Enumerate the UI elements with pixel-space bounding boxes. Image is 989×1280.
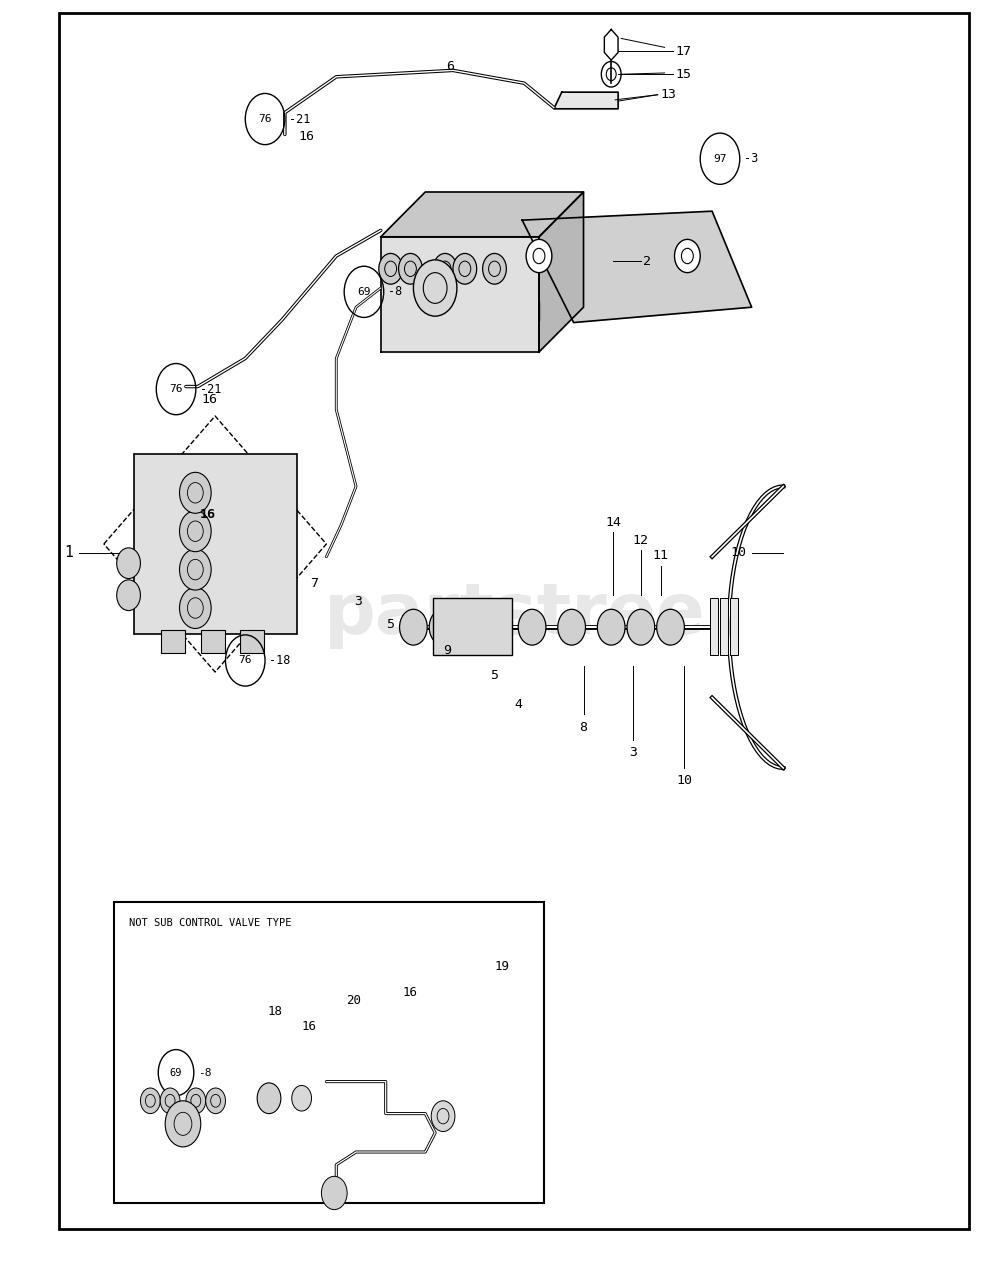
Text: -18: -18 [269,654,291,667]
Text: -3: -3 [744,152,758,165]
Circle shape [657,609,684,645]
Text: 16: 16 [299,131,315,143]
Polygon shape [554,92,618,109]
Circle shape [453,253,477,284]
Text: 8: 8 [580,721,587,733]
Text: 5: 5 [386,618,394,631]
Circle shape [399,253,422,284]
Polygon shape [232,1043,252,1165]
Polygon shape [522,211,752,323]
Circle shape [627,609,655,645]
Text: 3: 3 [629,746,637,759]
Text: NOT SUB CONTROL VALVE TYPE: NOT SUB CONTROL VALVE TYPE [129,918,291,928]
Bar [114,902,544,1203]
Text: 1: 1 [64,545,73,561]
Text: 16: 16 [200,508,216,521]
Text: 3: 3 [354,595,362,608]
Circle shape [180,588,212,628]
Text: 7: 7 [311,577,318,590]
Bar [161,630,185,653]
Text: 14: 14 [605,516,621,529]
Text: 16: 16 [403,986,418,998]
Text: -21: -21 [289,113,311,125]
Text: 10: 10 [731,547,747,559]
Text: 6: 6 [446,60,454,73]
Circle shape [206,1088,225,1114]
Circle shape [160,1088,180,1114]
Circle shape [597,609,625,645]
Bar [433,598,512,655]
Bar [710,598,718,655]
Text: 5: 5 [491,669,498,682]
Text: -8: -8 [198,1068,212,1078]
Circle shape [433,253,457,284]
Text: partstree: partstree [323,580,705,649]
Circle shape [117,548,140,579]
Text: 16: 16 [202,393,218,406]
Circle shape [117,580,140,611]
Text: 18: 18 [267,1005,283,1018]
Polygon shape [351,1065,413,1082]
Text: 2: 2 [643,255,651,268]
Polygon shape [539,192,584,352]
Text: 20: 20 [346,995,362,1007]
Circle shape [165,1101,201,1147]
Text: 13: 13 [661,88,676,101]
Circle shape [257,1083,281,1114]
Text: 69: 69 [170,1068,182,1078]
Circle shape [518,609,546,645]
Circle shape [186,1088,206,1114]
Circle shape [558,609,585,645]
Circle shape [180,549,212,590]
Bar [201,630,225,653]
Text: 97: 97 [713,154,727,164]
Polygon shape [381,237,539,352]
Circle shape [429,609,457,645]
Bar [730,598,738,655]
Circle shape [483,253,506,284]
Bar [134,454,297,634]
Text: 4: 4 [514,698,522,710]
Text: 16: 16 [301,1020,316,1033]
Circle shape [413,260,457,316]
Circle shape [674,239,700,273]
Text: 69: 69 [357,287,371,297]
Text: 10: 10 [676,774,692,787]
Circle shape [400,609,427,645]
Circle shape [180,472,212,513]
Text: 19: 19 [494,960,510,973]
Bar [240,630,264,653]
Text: 76: 76 [238,655,252,666]
Text: -21: -21 [200,383,222,396]
Circle shape [140,1088,160,1114]
Text: 76: 76 [258,114,272,124]
Polygon shape [138,1069,232,1165]
Circle shape [431,1101,455,1132]
Text: 15: 15 [675,68,691,81]
Polygon shape [381,192,584,237]
Polygon shape [138,1043,252,1069]
Text: 17: 17 [675,45,691,58]
Circle shape [479,609,506,645]
Polygon shape [604,29,618,60]
Text: 11: 11 [653,549,669,562]
Bar [720,598,728,655]
Text: 12: 12 [633,534,649,547]
Circle shape [292,1085,312,1111]
Circle shape [180,511,212,552]
Circle shape [321,1176,347,1210]
Text: 76: 76 [169,384,183,394]
Circle shape [379,253,403,284]
Text: 9: 9 [443,644,451,657]
Circle shape [526,239,552,273]
Text: -8: -8 [388,285,402,298]
